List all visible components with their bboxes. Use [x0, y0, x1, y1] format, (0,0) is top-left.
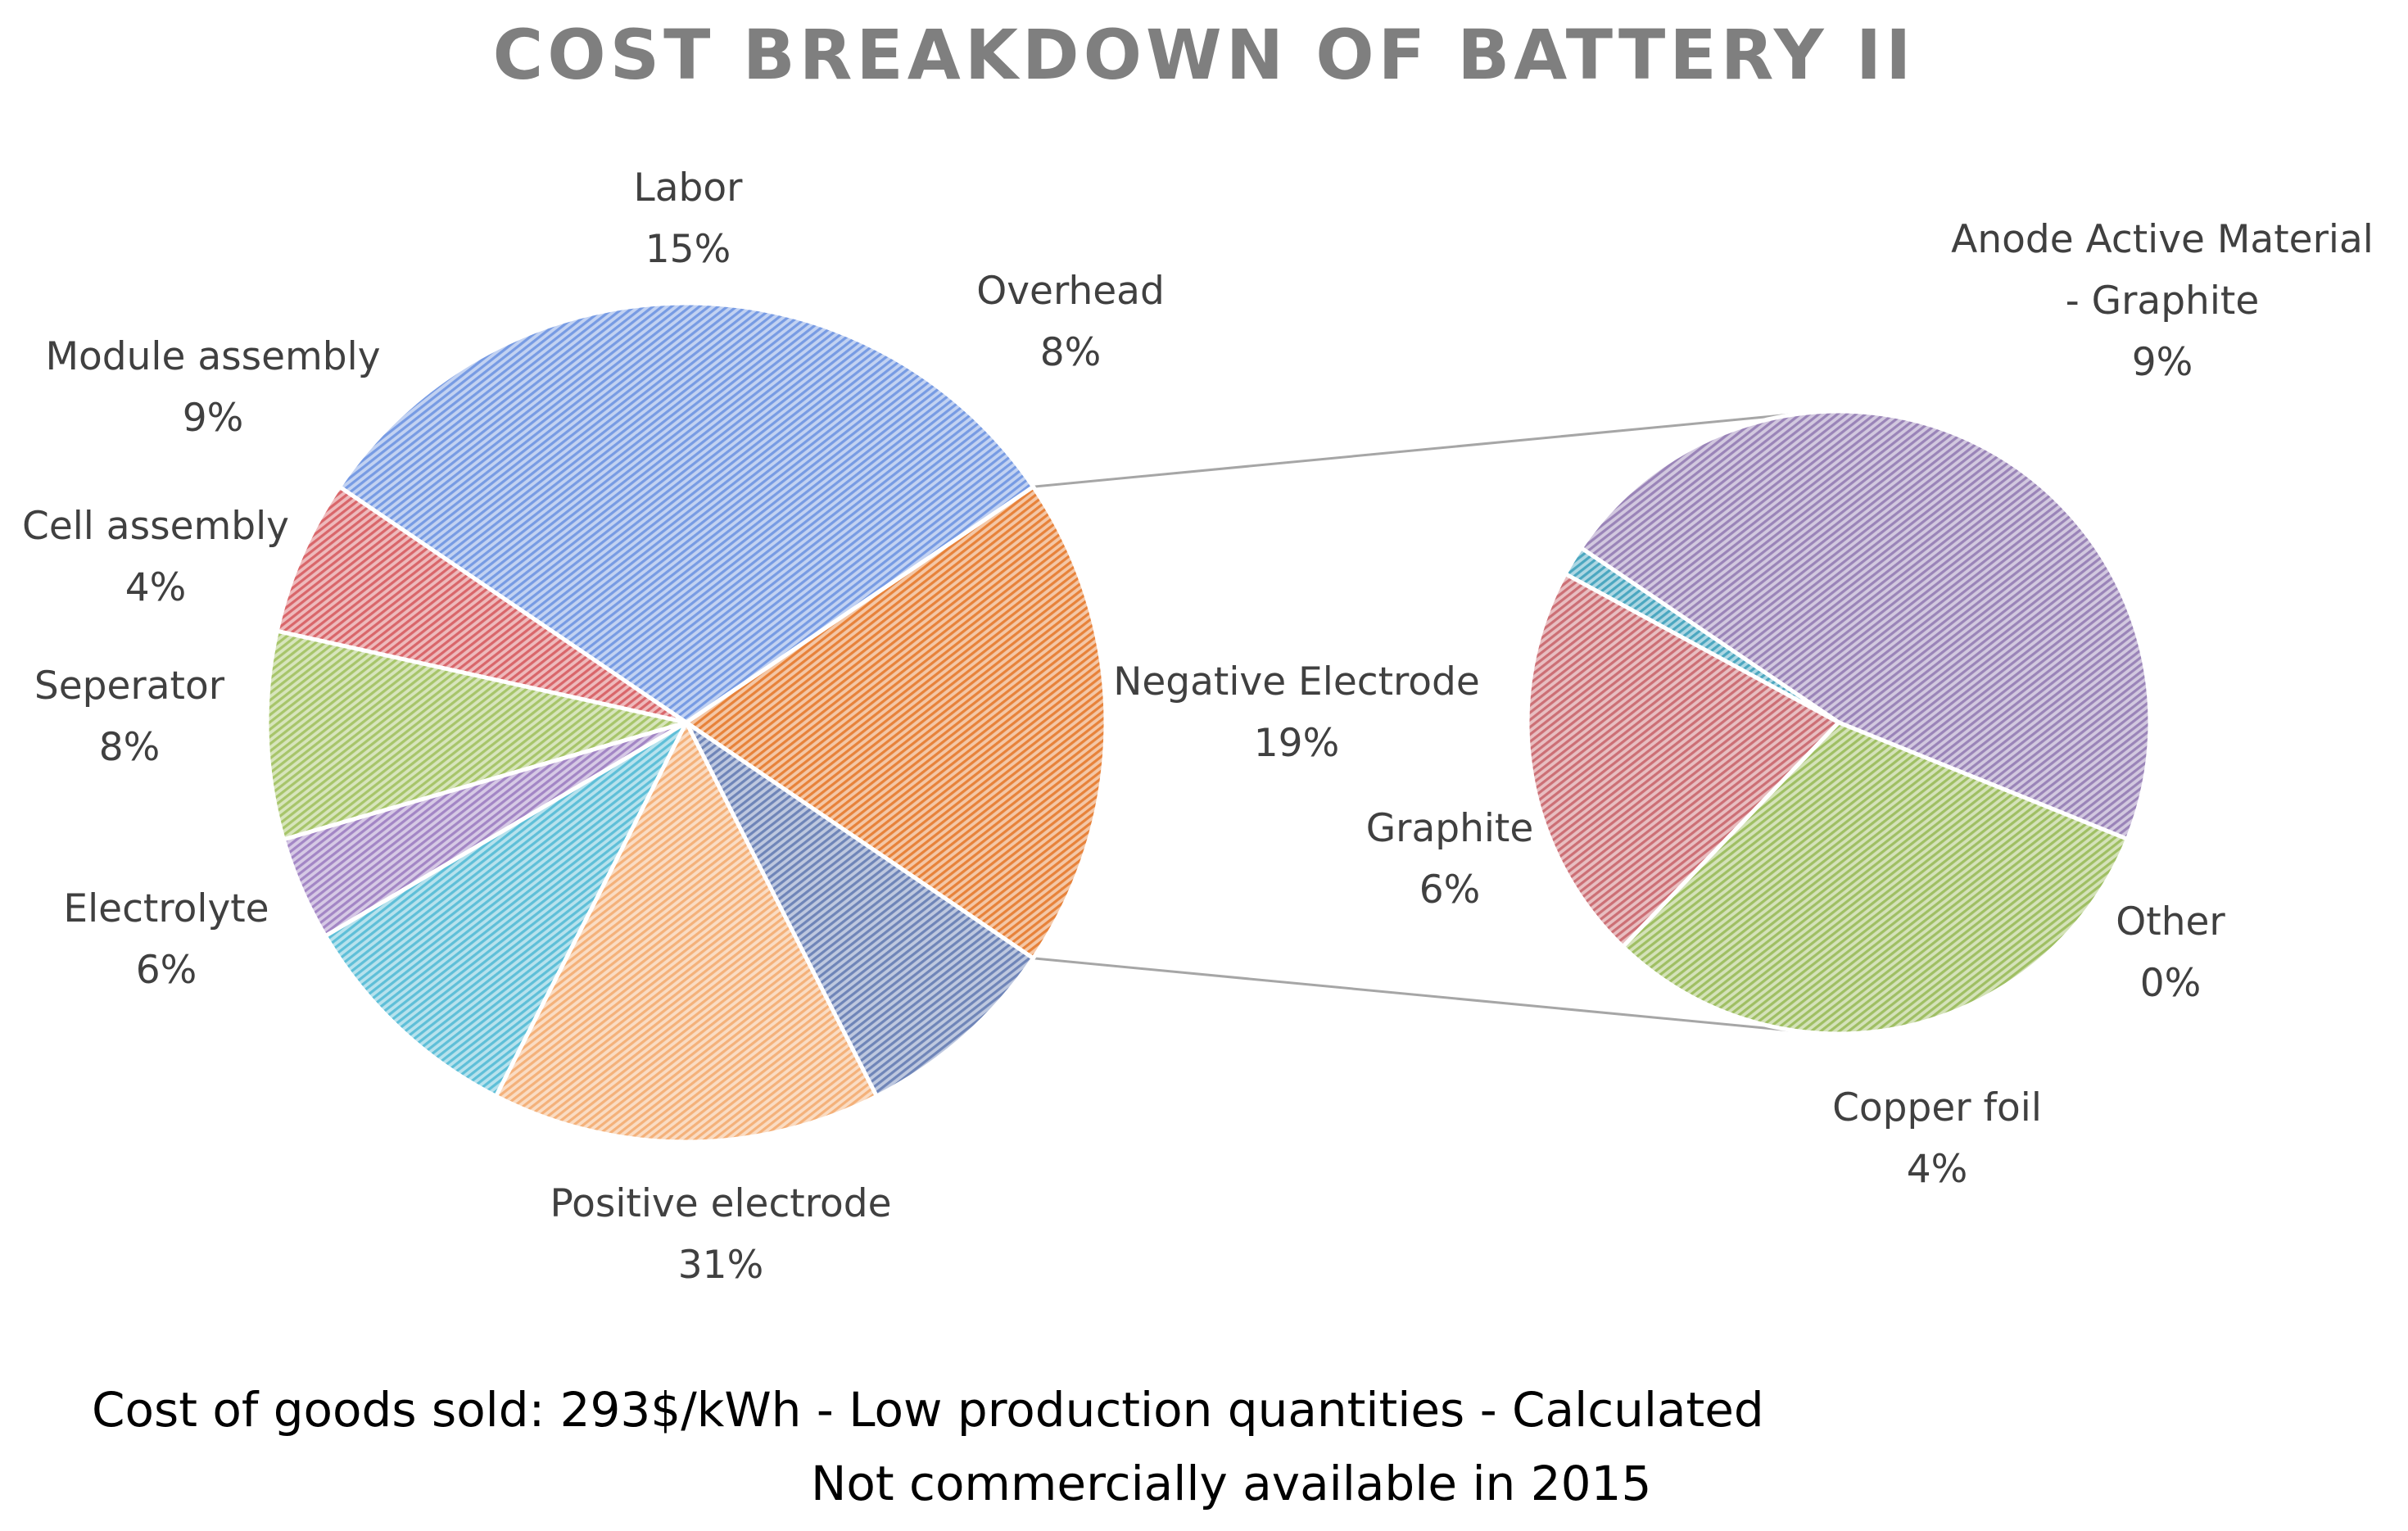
main-slice-positive-electrode	[337, 301, 1035, 725]
label-anode-active-material-line2: - Graphite	[2065, 279, 2260, 324]
footnote-cost: Cost of goods sold: 293$/kWh - Low produ…	[92, 1382, 1764, 1438]
label-copper-foil: Copper foil 4%	[1832, 1077, 2042, 1200]
label-cell-assembly: Cell assembly 4%	[22, 496, 289, 618]
label-electrolyte: Electrolyte 6%	[63, 878, 269, 1001]
label-cell-assembly-value: 4%	[124, 565, 187, 610]
label-positive-electrode: Positive electrode 31%	[550, 1173, 891, 1296]
label-negative-electrode-name: Negative Electrode	[1113, 659, 1480, 704]
label-negative-electrode-value: 19%	[1253, 721, 1340, 766]
label-module-assembly: Module assembly 9%	[45, 326, 380, 449]
label-labor: Labor 15%	[634, 157, 743, 280]
label-labor-name: Labor	[633, 165, 743, 211]
chart-title: COST BREAKDOWN OF BATTERY II	[492, 15, 1916, 95]
main-slice-electrolyte	[274, 484, 689, 725]
label-overhead-name: Overhead	[976, 269, 1165, 314]
label-electrolyte-value: 6%	[135, 948, 197, 993]
label-positive-electrode-name: Positive electrode	[550, 1181, 892, 1226]
label-positive-electrode-value: 31%	[677, 1243, 764, 1288]
label-other-value: 0%	[2139, 961, 2202, 1006]
label-cell-assembly-name: Cell assembly	[22, 504, 289, 549]
label-anode-active-material-line1: Anode Active Material	[1951, 217, 2374, 262]
label-module-assembly-name: Module assembly	[45, 334, 381, 379]
label-overhead-value: 8%	[1039, 330, 1102, 375]
connector-line-top	[1033, 412, 1801, 488]
main-slice-seperator	[265, 628, 689, 842]
main-pie	[265, 301, 1108, 1144]
label-copper-foil-value: 4%	[1906, 1147, 1968, 1192]
label-seperator-name: Seperator	[34, 664, 225, 709]
main-slice-negative-electrode	[684, 484, 1108, 961]
main-slice-labor	[494, 720, 879, 1144]
label-other-name: Other	[2116, 899, 2225, 944]
secondary-slice-copper-foil	[1525, 572, 1841, 949]
main-slice-overhead	[684, 720, 1035, 1098]
label-module-assembly-value: 9%	[182, 396, 244, 441]
footnote-availability: Not commercially available in 2015	[811, 1456, 1652, 1511]
label-copper-foil-name: Copper foil	[1832, 1085, 2042, 1130]
label-seperator: Seperator 8%	[34, 655, 224, 778]
label-graphite-name: Graphite	[1365, 806, 1534, 851]
label-negative-electrode: Negative Electrode 19%	[1113, 651, 1480, 774]
label-electrolyte-name: Electrolyte	[63, 886, 269, 931]
label-graphite: Graphite 6%	[1366, 798, 1534, 921]
secondary-slice-graphite	[1620, 720, 2130, 1036]
label-anode-active-material-value: 9%	[2131, 340, 2193, 385]
secondary-slice-anode-active-material	[1578, 409, 2152, 841]
secondary-pie	[1525, 409, 2152, 1036]
connector-lines	[1033, 412, 1801, 1033]
label-anode-active-material: Anode Active Material - Graphite 9%	[1951, 209, 2374, 393]
label-graphite-value: 6%	[1419, 867, 1481, 913]
connector-line-bottom	[1033, 957, 1801, 1033]
label-other: Other 0%	[2116, 891, 2225, 1014]
main-slice-module-assembly	[323, 720, 689, 1098]
label-seperator-value: 8%	[98, 725, 161, 770]
label-overhead: Overhead 8%	[976, 260, 1165, 383]
label-labor-value: 15%	[645, 227, 731, 272]
